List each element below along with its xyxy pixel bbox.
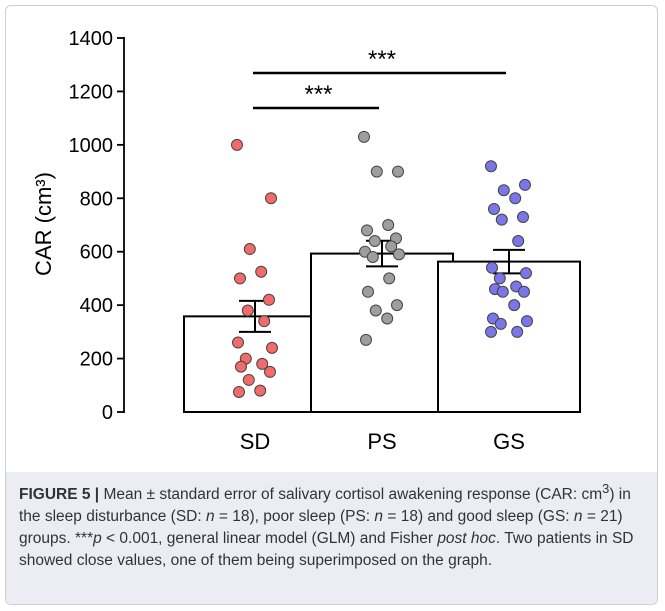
y-tick-label: 800 (80, 188, 113, 210)
data-point-sd (258, 315, 271, 328)
data-point-ps (360, 333, 372, 346)
caption-segment: ) in the sleep disturbance (SD: (19, 486, 631, 526)
data-point-ps (392, 165, 404, 178)
data-point-gs (512, 235, 525, 248)
data-point-sd (243, 243, 256, 256)
bar-gs (437, 260, 581, 413)
x-tick-labels: SD PS GS (240, 429, 525, 454)
data-point-gs (509, 192, 522, 205)
data-point-gs (517, 210, 529, 223)
caption-italic-text: n (374, 508, 384, 526)
data-point-ps (391, 299, 403, 312)
data-point-ps (366, 251, 379, 264)
data-points (231, 130, 533, 398)
data-point-sd (241, 304, 254, 317)
data-point-sd (235, 360, 247, 373)
data-point-ps (370, 165, 383, 178)
data-point-ps (383, 272, 396, 285)
data-point-ps (361, 224, 373, 237)
caption-italic-text: n (573, 508, 583, 526)
caption-segment: = 18), poor sleep (PS: (214, 508, 375, 526)
data-point-sd (231, 138, 243, 151)
y-axis-label: CAR (cm³) (31, 172, 56, 276)
data-point-gs (486, 261, 498, 274)
caption-segment: = 18) and good sleep (GS: (383, 508, 574, 526)
data-point-gs (520, 267, 532, 280)
data-point-gs (485, 325, 497, 338)
y-tick-label: 0 (102, 402, 113, 424)
data-point-gs (494, 317, 507, 330)
data-point-gs (518, 285, 530, 298)
data-point-sd (233, 385, 245, 398)
data-point-gs (497, 184, 510, 197)
data-point-gs (495, 213, 508, 226)
y-tick-label: 1200 (69, 81, 114, 103)
data-point-ps (381, 312, 394, 325)
caption-segment: Mean ± standard error of salivary cortis… (99, 486, 603, 504)
data-point-gs (488, 202, 500, 215)
data-point-ps (393, 248, 405, 261)
data-point-sd (256, 357, 269, 370)
bars (183, 252, 581, 413)
caption-box (6, 472, 657, 604)
data-point-gs (496, 285, 509, 298)
data-point-gs (508, 299, 521, 312)
caption-superscript: 3 (602, 481, 610, 496)
figure-label: FIGURE 5 | (19, 486, 100, 504)
x-tick-label: GS (493, 429, 525, 454)
data-point-sd (254, 384, 267, 397)
data-point-sd (266, 341, 278, 354)
data-point-sd (232, 336, 244, 349)
caption-segment: < 0.001, general linear model (GLM) and … (101, 530, 438, 548)
caption-text: Mean ± standard error of salivary cortis… (19, 481, 634, 570)
significance-label: *** (304, 81, 332, 108)
data-point-sd (255, 265, 268, 278)
data-point-ps (358, 130, 370, 143)
y-ticks: 0 200 400 600 800 1000 1200 1400 (69, 28, 124, 424)
y-tick-label: 200 (80, 349, 113, 371)
data-point-sd (242, 373, 255, 386)
y-tick-label: 600 (80, 242, 113, 264)
data-point-gs (485, 160, 497, 173)
bar-ps (310, 252, 454, 413)
data-point-gs (511, 325, 524, 338)
data-point-gs (493, 272, 506, 285)
data-point-ps (369, 304, 382, 317)
data-point-sd (264, 365, 276, 378)
data-point-ps (362, 285, 374, 298)
data-point-sd (263, 293, 275, 306)
caption-italic-text: post hoc (437, 530, 496, 548)
significance-brackets: *** *** (253, 46, 506, 110)
data-point-ps (385, 240, 398, 253)
caption-italic-text: n (205, 508, 215, 526)
caption-segment: . Two patients in SD showed close values… (19, 530, 634, 570)
data-point-gs (519, 178, 531, 191)
caption-segment: = 21) groups. *** (19, 508, 623, 548)
caption-italic-text: p (93, 530, 102, 548)
data-point-ps (382, 219, 395, 231)
y-tick-label: 1000 (69, 135, 114, 157)
figure-caption: FIGURE 5 | Mean ± standard error of sali… (19, 478, 644, 572)
y-tick-label: 400 (80, 295, 113, 317)
data-point-ps (368, 235, 381, 248)
significance-label: *** (368, 46, 396, 73)
x-tick-label: PS (367, 429, 396, 454)
data-point-sd (234, 272, 246, 285)
x-tick-label: SD (240, 429, 271, 454)
data-point-sd (265, 192, 277, 205)
data-point-gs (521, 315, 533, 328)
y-tick-label: 1400 (69, 28, 114, 50)
